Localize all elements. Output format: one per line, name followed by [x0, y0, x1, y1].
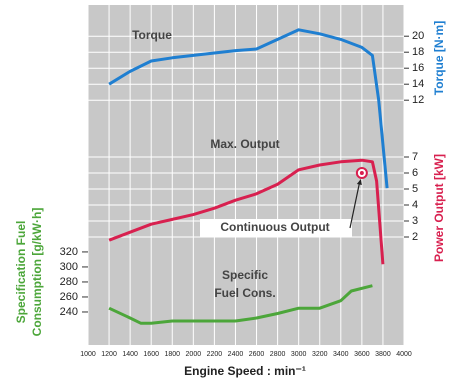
arrow-head [356, 179, 362, 185]
fuel-tick-label: 300 [60, 261, 78, 273]
torque-tick-label: 16 [412, 62, 424, 74]
x-tick-label: 3200 [312, 351, 328, 358]
x-tick-label: 3800 [375, 351, 391, 358]
fuel-tick-label: 320 [60, 246, 78, 258]
annotation-box [200, 219, 352, 237]
x-tick-label: 2200 [207, 351, 223, 358]
fuel-tick-label: 280 [60, 276, 78, 288]
series-line [108, 28, 389, 189]
series-line [108, 284, 373, 325]
torque-tick-label: 12 [412, 94, 424, 106]
plot-area [88, 5, 404, 345]
fuel-axis-title: Specification Fuel [14, 221, 28, 324]
fuel-tick-label: 240 [60, 306, 78, 318]
x-tick-label: 2400 [228, 351, 244, 358]
x-axis-title: Engine Speed : min⁻¹ [184, 364, 306, 378]
power-tick-label: 3 [412, 215, 418, 227]
x-tick-label: 1600 [143, 351, 159, 358]
x-tick-label: 2600 [249, 351, 265, 358]
x-tick-label: 3400 [333, 351, 349, 358]
power-tick-label: 6 [412, 167, 418, 179]
power-axis-title: Power Output [kW] [432, 154, 446, 262]
x-tick-label: 3600 [354, 351, 370, 358]
fuel-tick-label: 260 [60, 291, 78, 303]
annotation: Continuous Output [220, 220, 329, 234]
x-tick-label: 4000 [396, 351, 412, 358]
torque-tick-label: 18 [412, 46, 424, 58]
annotation: Torque [132, 28, 172, 42]
x-tick-label: 1000 [80, 351, 96, 358]
torque-tick-label: 20 [412, 30, 424, 42]
x-tick-label: 1800 [164, 351, 180, 358]
power-tick-label: 7 [412, 151, 418, 163]
annotation: Fuel Cons. [214, 286, 275, 300]
annotation: Max. Output [210, 137, 279, 151]
arrow [349, 180, 361, 229]
x-tick-label: 2800 [270, 351, 286, 358]
torque-axis-title: Torque [N·m] [432, 21, 446, 95]
fuel-axis-title: Consumption [g/kW·h] [30, 208, 44, 337]
series-line [108, 158, 385, 265]
continuous-output-dot [359, 171, 364, 175]
x-tick-label: 1200 [101, 351, 117, 358]
x-tick-label: 3000 [291, 351, 307, 358]
x-tick-label: 2000 [186, 351, 202, 358]
power-tick-label: 5 [412, 183, 418, 195]
annotation: Specific [222, 268, 268, 282]
torque-tick-label: 14 [412, 78, 424, 90]
power-tick-label: 4 [412, 199, 418, 211]
power-tick-label: 2 [412, 231, 418, 243]
x-tick-label: 1400 [122, 351, 138, 358]
